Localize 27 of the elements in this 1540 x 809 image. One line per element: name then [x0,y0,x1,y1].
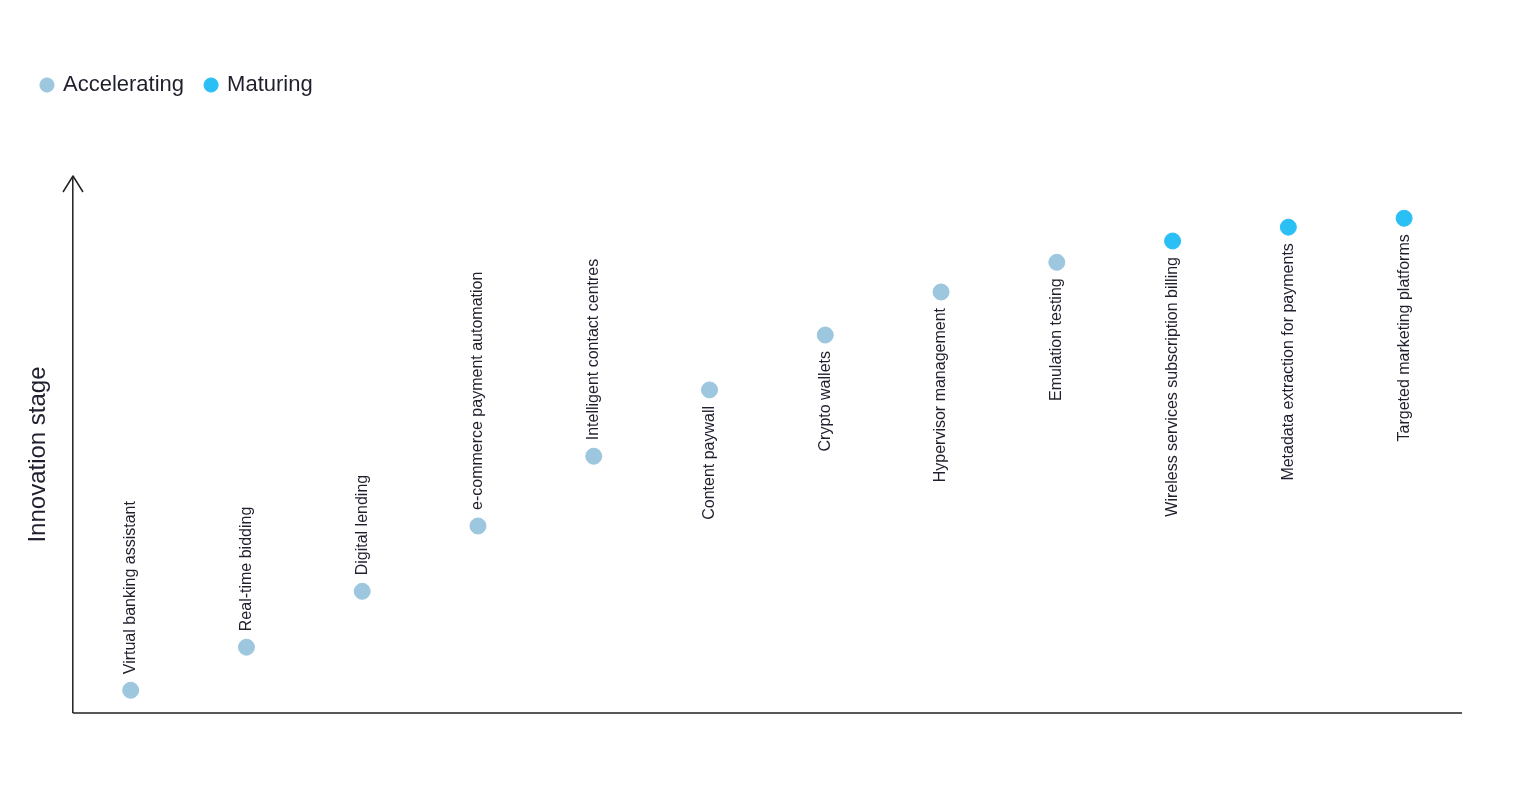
point [469,517,487,535]
x-tick-label: Content paywall [699,405,717,520]
x-tick-label: Virtual banking assistant [121,500,139,675]
point [1048,253,1066,271]
x-tick-label: Wireless services subscription billing [1162,257,1180,517]
legend-label: Maturing [227,71,313,97]
x-tick-label: Hypervisor management [931,307,949,483]
x-tick-label: Real-time bidding [236,506,254,632]
x-tick-label: e-commerce payment automation [468,271,486,510]
point [585,447,603,465]
legend-label: Accelerating [63,71,185,97]
point [1279,218,1297,236]
point [701,381,719,399]
point [932,283,950,301]
y-axis-title: Innovation stage [23,366,51,543]
x-tick-label: Targeted marketing platforms [1394,234,1412,442]
x-tick-label: Metadata extraction for payments [1278,243,1296,481]
point [237,638,255,656]
point [122,681,140,699]
x-tick-label: Intelligent contact centres [584,258,602,441]
point [1164,232,1182,250]
point [353,582,371,600]
point [816,326,834,344]
x-tick-label: Emulation testing [1047,278,1065,402]
point [1395,209,1413,227]
x-tick-label: Crypto wallets [815,351,833,452]
x-tick-label: Digital lending [352,474,370,576]
